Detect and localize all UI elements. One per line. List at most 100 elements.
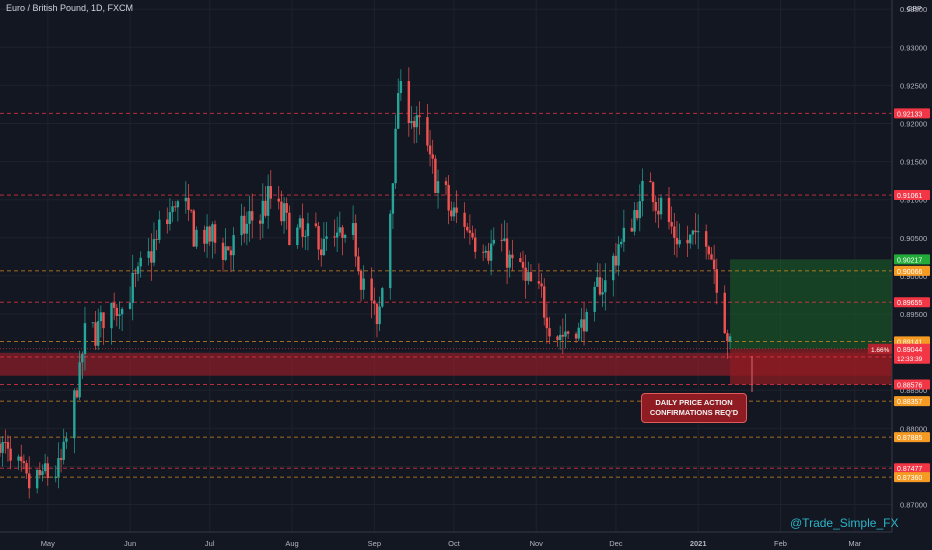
candle-body — [585, 311, 588, 332]
candle-body — [601, 292, 604, 295]
price-action-callout: DAILY PRICE ACTION CONFIRMATIONS REQ'D — [641, 393, 747, 423]
candle-body — [492, 239, 495, 244]
candle-body — [155, 239, 158, 240]
callout-line-1: DAILY PRICE ACTION — [655, 398, 733, 407]
candle-body — [622, 227, 626, 242]
time-tick-label: Aug — [285, 539, 298, 548]
candle-body — [102, 312, 105, 329]
candle-body — [500, 239, 503, 241]
candle-body — [593, 286, 596, 312]
candle-body — [617, 244, 620, 266]
candle-body — [277, 198, 280, 202]
candle-body — [0, 443, 2, 453]
candle-body — [78, 362, 81, 398]
candle-body — [54, 476, 57, 479]
candle-body — [566, 331, 570, 334]
candle-body — [694, 230, 697, 233]
price-tick-label: 0.90000 — [900, 272, 927, 281]
candle-body — [115, 307, 119, 316]
support-zone — [0, 352, 892, 376]
price-level-tag — [894, 265, 930, 276]
candle-body — [75, 390, 79, 398]
candle-body — [678, 239, 681, 245]
candle-body — [474, 237, 477, 252]
candle-body — [97, 321, 100, 346]
price-level-tag — [894, 254, 930, 265]
candle-body — [415, 115, 418, 128]
price-tick-label: 0.89500 — [900, 310, 927, 319]
candle-body — [158, 219, 161, 240]
candle-body — [211, 224, 214, 242]
candle-body — [4, 442, 7, 443]
candle-body — [17, 456, 20, 461]
candle-body — [248, 211, 251, 224]
candle-body — [604, 280, 607, 293]
candle-body — [232, 235, 235, 256]
candle-body — [436, 181, 440, 193]
candle-body — [375, 303, 379, 325]
candle-body — [128, 302, 132, 309]
price-level-tag — [894, 432, 930, 443]
candle-body — [649, 180, 652, 183]
candle-body — [505, 238, 509, 268]
candle-body — [471, 232, 474, 238]
candle-body — [577, 327, 580, 339]
candle-body — [381, 288, 384, 307]
candle-body — [203, 229, 206, 244]
candle-body — [582, 319, 586, 332]
candle-body — [325, 236, 328, 239]
candle-body — [205, 226, 209, 244]
price-tick-label: 0.92500 — [900, 81, 927, 90]
candle-body — [171, 206, 174, 213]
candle-body — [41, 471, 44, 476]
candle-body — [213, 224, 217, 243]
price-tick-label: 0.92000 — [900, 119, 927, 128]
candle-body — [455, 207, 458, 213]
candle-body — [596, 277, 599, 287]
candle-body — [362, 278, 365, 290]
candle-body — [426, 117, 429, 146]
candle-body — [288, 212, 291, 246]
candle-body — [503, 238, 506, 241]
candle-body — [391, 183, 395, 214]
candle-body — [574, 333, 578, 339]
candle-body — [57, 458, 60, 477]
price-level-tag-label: 0.90066 — [897, 269, 922, 276]
candle-body — [118, 314, 121, 316]
candle-body — [94, 322, 97, 346]
price-level-tag — [894, 297, 930, 308]
candle-body — [335, 232, 339, 238]
candle-body — [224, 246, 227, 260]
candle-body — [195, 229, 198, 247]
price-level-tag — [894, 463, 930, 474]
candle-body — [543, 286, 546, 318]
candle-body — [91, 322, 95, 324]
candle-body — [715, 269, 718, 293]
price-tick-label: 0.91000 — [900, 196, 927, 205]
candle-body — [258, 220, 262, 224]
price-tick-label: 0.91500 — [900, 158, 927, 167]
candle-body — [341, 227, 344, 238]
price-tick-label: 0.88500 — [900, 386, 927, 395]
candle-body — [519, 258, 522, 263]
candle-body — [675, 237, 679, 245]
candle-body — [630, 227, 634, 232]
candle-body — [22, 461, 26, 464]
candle-body — [280, 201, 283, 222]
candle-body — [373, 300, 376, 304]
candle-body — [657, 210, 660, 215]
candle-body — [81, 353, 84, 363]
candle-body — [9, 448, 12, 461]
candle-body — [136, 266, 140, 274]
candle-body — [168, 212, 172, 225]
candle-body — [150, 251, 153, 263]
time-axis[interactable]: May Jun Jul Aug Sep Oct Nov Dec 2021 Feb Mar — [0, 531, 892, 548]
time-tick-label: Feb — [774, 539, 787, 548]
countdown-label: 12:33:39 — [897, 356, 923, 363]
price-level-tag-label: 0.87360 — [897, 475, 922, 482]
candle-body — [466, 226, 469, 231]
change-badge — [868, 343, 892, 354]
price-tick-label: 0.93000 — [900, 43, 927, 52]
candle-body — [620, 241, 623, 245]
